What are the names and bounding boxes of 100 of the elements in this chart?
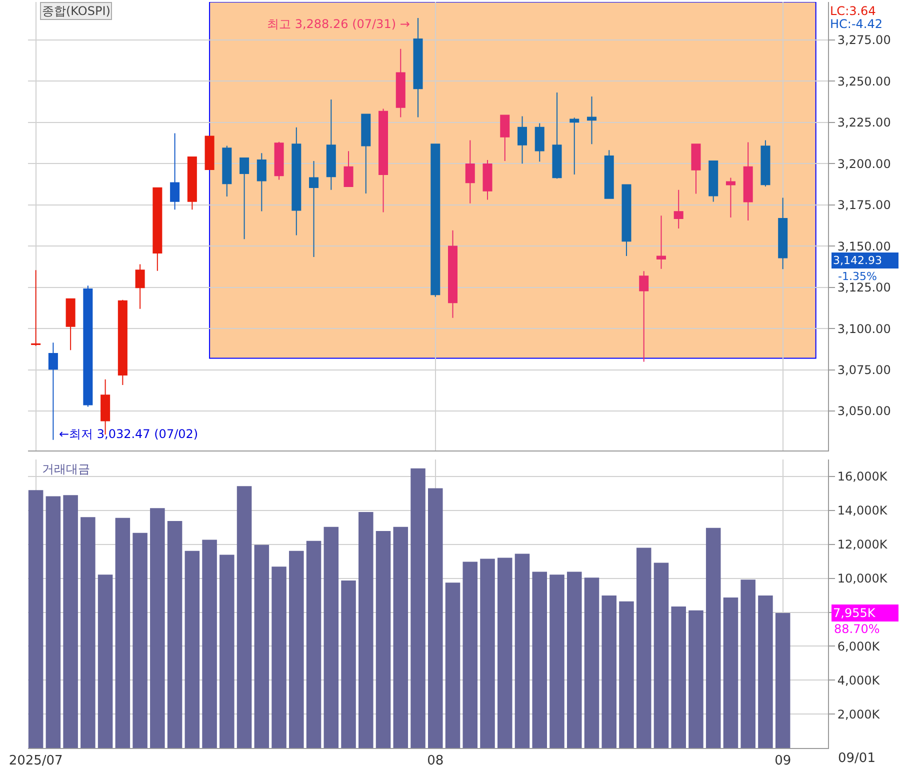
x-tick-label: 09 (774, 754, 792, 769)
y-tick-label: 3,125.00 (837, 280, 891, 295)
candlestick (552, 92, 562, 180)
bar (80, 517, 96, 748)
candlestick (135, 264, 145, 310)
y-tick-label: 2,000K (837, 707, 881, 722)
candlestick (743, 142, 753, 222)
candlestick (240, 157, 250, 240)
candlestick (344, 150, 354, 188)
candlestick (465, 140, 475, 204)
bar (254, 544, 270, 748)
bar (63, 495, 78, 748)
candlestick (639, 270, 649, 362)
candlestick (674, 189, 684, 229)
bar (480, 558, 495, 748)
candlestick (570, 117, 580, 176)
candlestick (396, 48, 406, 118)
bar (272, 566, 286, 748)
candlestick (517, 116, 527, 164)
y-tick-label: 6,000K (837, 639, 881, 654)
y-tick-label: 3,150.00 (837, 239, 891, 254)
candlestick (274, 141, 284, 180)
candlestick (413, 18, 423, 118)
y-tick-label: 3,225.00 (837, 116, 891, 130)
candlestick (48, 342, 58, 440)
bar (497, 558, 512, 748)
candlestick (760, 140, 770, 188)
bar (723, 597, 738, 748)
candlestick (204, 135, 214, 170)
y-tick-label: 3,050.00 (837, 404, 891, 418)
bar (654, 562, 669, 748)
candlestick (691, 143, 701, 194)
candlestick (656, 215, 666, 270)
bar (358, 512, 374, 748)
bar (376, 530, 391, 748)
y-tick-label: 3,100.00 (837, 322, 891, 336)
bar (532, 572, 547, 748)
candlestick (726, 177, 736, 218)
bar (602, 595, 616, 748)
candlestick (170, 132, 180, 210)
candlestick (778, 197, 788, 270)
y-tick-label: 10,000K (837, 572, 888, 586)
text: 09/01 (838, 751, 876, 766)
bar (550, 574, 564, 748)
candlestick (292, 126, 302, 236)
candlestick (152, 187, 162, 272)
x-tick-label: 2025/07 (8, 754, 63, 769)
chart-title: 종합(KOSPI) (42, 4, 110, 18)
bar (341, 580, 356, 748)
candlestick (66, 298, 76, 351)
candlestick (622, 184, 632, 256)
candlestick (586, 96, 596, 145)
chart-title: 거래대금 (42, 462, 90, 476)
bar (462, 562, 478, 748)
y-tick-label: 3,275.00 (837, 33, 891, 48)
y-tick-label: 3,175.00 (837, 198, 891, 212)
x-tick-label: 08 (427, 754, 444, 769)
bar (306, 540, 322, 748)
text: -1.35% (838, 270, 877, 283)
bar (758, 595, 773, 748)
bar (46, 496, 61, 748)
bar (445, 582, 460, 748)
candlestick (534, 122, 544, 162)
y-tick-label: 4,000K (837, 673, 881, 688)
annotation: ←최저 3,032.47 (07/02) (59, 427, 198, 441)
candlestick (500, 114, 510, 162)
bar (428, 488, 443, 748)
bar (132, 532, 148, 748)
bar (28, 490, 44, 748)
bar (150, 508, 165, 748)
candlestick (482, 160, 492, 200)
bar (202, 540, 217, 748)
candlestick (256, 152, 266, 212)
bar (115, 518, 130, 748)
candlestick (361, 113, 371, 194)
candlestick (222, 145, 232, 197)
candlestick (604, 150, 614, 200)
candlestick (448, 230, 458, 318)
bar (619, 601, 634, 748)
text: HC:-4.42 (830, 17, 882, 31)
text: LC:3.64 (830, 4, 876, 18)
candlestick (326, 98, 336, 190)
bar (236, 486, 252, 748)
candlestick (309, 160, 319, 258)
annotation: 최고 3,288.26 (07/31) → (267, 17, 410, 31)
bar (584, 578, 600, 748)
text: 7,955K (833, 606, 876, 620)
bar (393, 526, 408, 748)
bar (688, 610, 704, 748)
bar (410, 468, 426, 748)
y-tick-label: 16,000K (837, 470, 888, 484)
bar (636, 548, 652, 748)
bar (671, 606, 686, 748)
candlestick (378, 108, 388, 213)
candlestick (708, 160, 718, 202)
bar (220, 554, 234, 748)
candlestick (83, 285, 93, 408)
text: 88.70% (834, 622, 880, 636)
bar (775, 613, 790, 748)
y-tick-label: 14,000K (837, 504, 888, 518)
